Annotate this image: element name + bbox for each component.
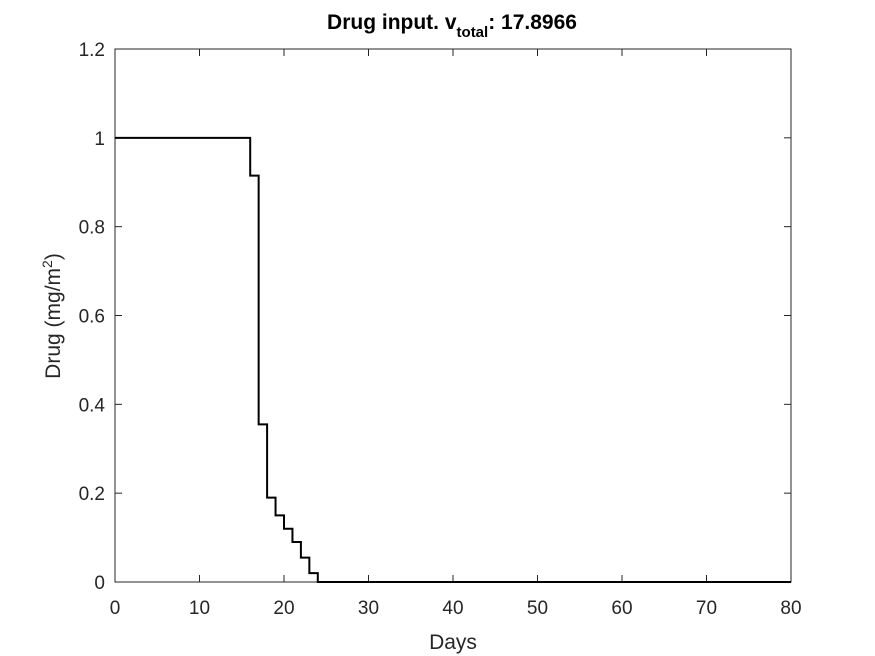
y-axis-label-close: ) bbox=[42, 253, 65, 260]
plot-area bbox=[114, 48, 792, 583]
y-axis-label-main: Drug (mg/m bbox=[42, 268, 65, 379]
x-tick-label: 40 bbox=[442, 598, 463, 619]
chart-title-main: Drug input. v bbox=[327, 11, 457, 34]
x-tick-label: 50 bbox=[527, 598, 548, 619]
x-tick-label: 70 bbox=[696, 598, 717, 619]
x-tick-label: 20 bbox=[273, 598, 294, 619]
chart-title: Drug input. vtotal: 17.8966 bbox=[327, 11, 577, 41]
x-tick-label: 80 bbox=[780, 598, 801, 619]
x-tick-label: 0 bbox=[110, 598, 121, 619]
y-axis-label-superscript: 2 bbox=[39, 260, 55, 268]
x-tick-label: 60 bbox=[611, 598, 632, 619]
y-axis-ticks: 0 0.2 0.4 0.6 0.8 1 1.2 bbox=[79, 40, 791, 594]
y-tick-label: 0 bbox=[94, 573, 105, 594]
x-axis-ticks: 0 10 20 30 40 50 60 70 80 bbox=[110, 49, 802, 619]
y-tick-label: 0.8 bbox=[79, 218, 105, 239]
chart-title-value: : 17.8966 bbox=[488, 11, 577, 34]
y-tick-label: 0.2 bbox=[79, 484, 105, 505]
y-tick-label: 1.2 bbox=[79, 40, 105, 61]
chart-title-subscript: total bbox=[457, 24, 489, 41]
y-tick-label: 1 bbox=[94, 129, 105, 150]
x-tick-label: 30 bbox=[358, 598, 379, 619]
x-axis-label: Days bbox=[429, 631, 477, 654]
x-tick-label: 10 bbox=[189, 598, 210, 619]
y-tick-label: 0.4 bbox=[79, 395, 106, 416]
series-line-drug-input bbox=[115, 136, 791, 583]
y-axis-label: Drug (mg/m2) bbox=[39, 253, 65, 379]
y-tick-label: 0.6 bbox=[79, 307, 105, 328]
